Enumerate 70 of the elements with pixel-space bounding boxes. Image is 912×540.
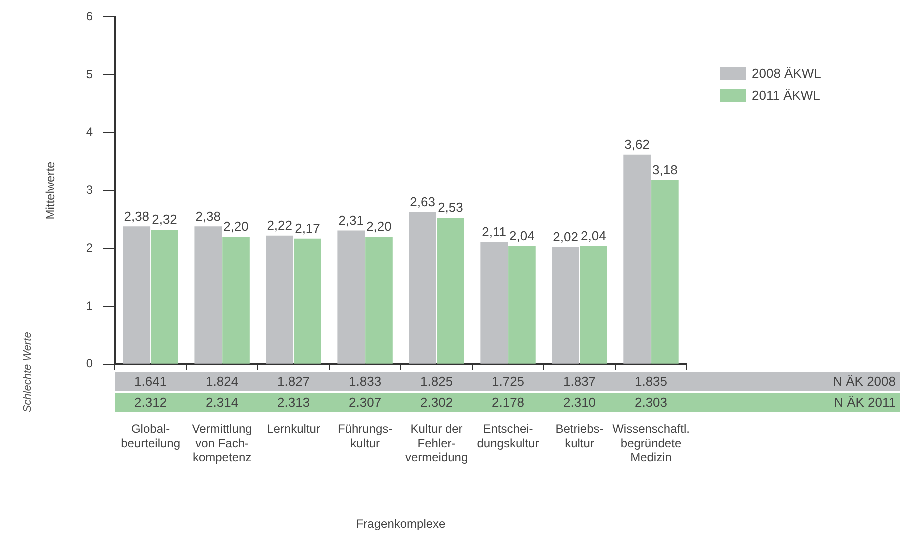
data-label: 2,53 xyxy=(438,200,464,216)
bar xyxy=(652,180,679,364)
y-tick-label: 2 xyxy=(86,240,94,255)
bar xyxy=(222,237,250,364)
data-label: 2,04 xyxy=(510,228,535,244)
text: 1.827 xyxy=(278,374,310,389)
bar xyxy=(338,230,366,364)
data-label: 3,18 xyxy=(652,162,678,178)
text: 1.835 xyxy=(634,374,668,389)
text: 1.824 xyxy=(206,374,239,389)
text: N ÄK 2008 xyxy=(833,374,896,389)
y-tick-label: 3 xyxy=(86,183,94,198)
text: 2.303 xyxy=(634,394,668,410)
bar xyxy=(266,236,294,364)
legend-label: 2011 ÄKWL xyxy=(752,88,820,103)
bar xyxy=(580,246,608,364)
y-tick-label: 5 xyxy=(86,67,94,82)
text: Schlechte Werte xyxy=(22,332,34,413)
bar xyxy=(552,248,580,364)
bar xyxy=(409,212,437,364)
text: 1.725 xyxy=(492,374,525,389)
bar xyxy=(624,154,651,364)
x-tick-label: Entschei- dungskultur xyxy=(477,422,540,450)
data-label: 3,62 xyxy=(624,137,650,152)
data-label: 2,32 xyxy=(152,212,178,228)
y-tick-label: 0 xyxy=(86,356,94,371)
text: 1.837 xyxy=(563,374,596,389)
x-tick-label: Lernkultur xyxy=(267,422,320,436)
x-tick-label: Vermittlung von Fach- kompetenz xyxy=(192,422,252,465)
text: 1.833 xyxy=(349,374,382,389)
bar xyxy=(123,226,151,364)
data-label: 2,04 xyxy=(581,228,606,244)
x-tick-label: Global- beurteilung xyxy=(121,422,181,450)
bar xyxy=(151,230,178,364)
bar xyxy=(508,246,536,364)
bar xyxy=(480,242,508,364)
data-label: 2,63 xyxy=(410,194,436,210)
text: 2.302 xyxy=(420,394,454,410)
bar xyxy=(437,218,464,364)
text: 2.314 xyxy=(206,394,239,410)
y-tick-label: 6 xyxy=(86,10,94,24)
data-label: 2,20 xyxy=(224,219,249,234)
text: 2.178 xyxy=(492,394,525,410)
legend-label: 2008 ÄKWL xyxy=(752,66,822,81)
data-label: 2,38 xyxy=(124,208,150,224)
data-label: 2,17 xyxy=(295,220,320,236)
text: 2.312 xyxy=(134,394,168,410)
bar xyxy=(194,226,222,364)
text: 1.641 xyxy=(134,374,168,389)
y-tick-label: 1 xyxy=(86,298,94,313)
x-tick-label: Betriebs- kultur xyxy=(556,422,604,450)
data-label: 2,02 xyxy=(553,230,578,245)
x-tick-label: Kultur der Fehler- vermeidung xyxy=(405,422,468,465)
y-tick-label: 4 xyxy=(86,125,94,140)
data-label: 2,22 xyxy=(267,218,293,234)
text: N ÄK 2011 xyxy=(834,394,896,410)
text: 2.310 xyxy=(563,394,596,410)
x-axis-title: Fragenkomplexe xyxy=(356,517,446,532)
bar xyxy=(366,237,393,364)
x-tick-label: Führungs- kultur xyxy=(338,422,393,450)
text: 2.313 xyxy=(278,394,310,410)
bar xyxy=(294,238,322,364)
data-label: 2,20 xyxy=(366,219,392,234)
text: 2.307 xyxy=(349,394,382,410)
data-label: 2,31 xyxy=(338,212,364,228)
data-label: 2,11 xyxy=(482,224,507,240)
data-label: 2,38 xyxy=(196,208,222,224)
y-axis-title: Mittelwerte xyxy=(44,161,58,220)
text: 1.825 xyxy=(420,374,454,389)
x-tick-label: Wissenschaftl. begründete Medizin xyxy=(612,422,690,465)
